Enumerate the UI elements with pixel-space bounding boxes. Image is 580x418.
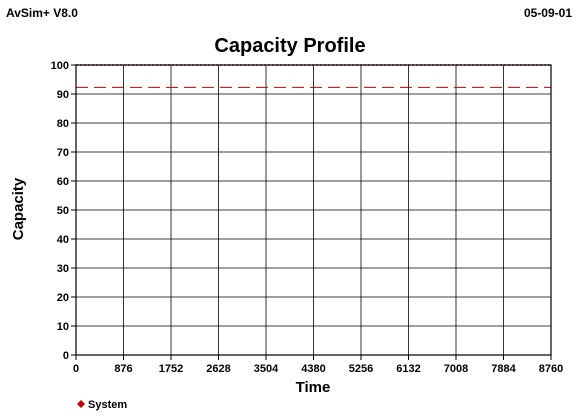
y-tick-label: 90 <box>57 89 69 101</box>
x-tick-label: 876 <box>114 363 132 375</box>
grid <box>75 64 552 356</box>
x-tick-label: 7008 <box>444 363 468 375</box>
x-tick-label: 1752 <box>159 363 183 375</box>
y-tick-label: 70 <box>57 147 69 159</box>
y-tick-label: 60 <box>57 176 69 188</box>
y-tick-labels: 0 10 20 30 40 50 60 70 80 90 100 <box>51 60 76 362</box>
x-tick-label: 8760 <box>539 363 563 375</box>
y-tick-label: 30 <box>57 263 69 275</box>
y-tick-label: 0 <box>63 350 69 362</box>
x-tick-label: 7884 <box>491 363 516 375</box>
y-tick-label: 20 <box>57 292 69 304</box>
y-axis-title: Capacity <box>10 177 27 240</box>
y-tick-label: 40 <box>57 234 69 246</box>
legend-marker-system <box>77 400 85 408</box>
x-tick-label: 6132 <box>396 363 420 375</box>
legend: System <box>77 399 127 411</box>
legend-label-system: System <box>88 399 127 411</box>
run-date: 05-09-01 <box>523 6 572 20</box>
y-tick-label: 50 <box>57 205 69 217</box>
x-tick-label: 3504 <box>254 363 279 375</box>
x-tick-labels: 0 876 1752 2628 3504 4380 5256 6132 7008 7884 8760 <box>73 355 563 375</box>
x-tick-label: 4380 <box>301 363 325 375</box>
x-tick-label: 5256 <box>349 363 373 375</box>
x-axis-title: Time <box>296 379 331 396</box>
y-tick-label: 80 <box>57 118 69 130</box>
chart-title: Capacity Profile <box>214 35 365 57</box>
x-tick-label: 0 <box>73 363 79 375</box>
y-tick-label: 10 <box>57 321 69 333</box>
app-name: AvSim+ V8.0 <box>6 6 78 20</box>
y-tick-label: 100 <box>51 60 69 72</box>
x-tick-label: 2628 <box>206 363 230 375</box>
